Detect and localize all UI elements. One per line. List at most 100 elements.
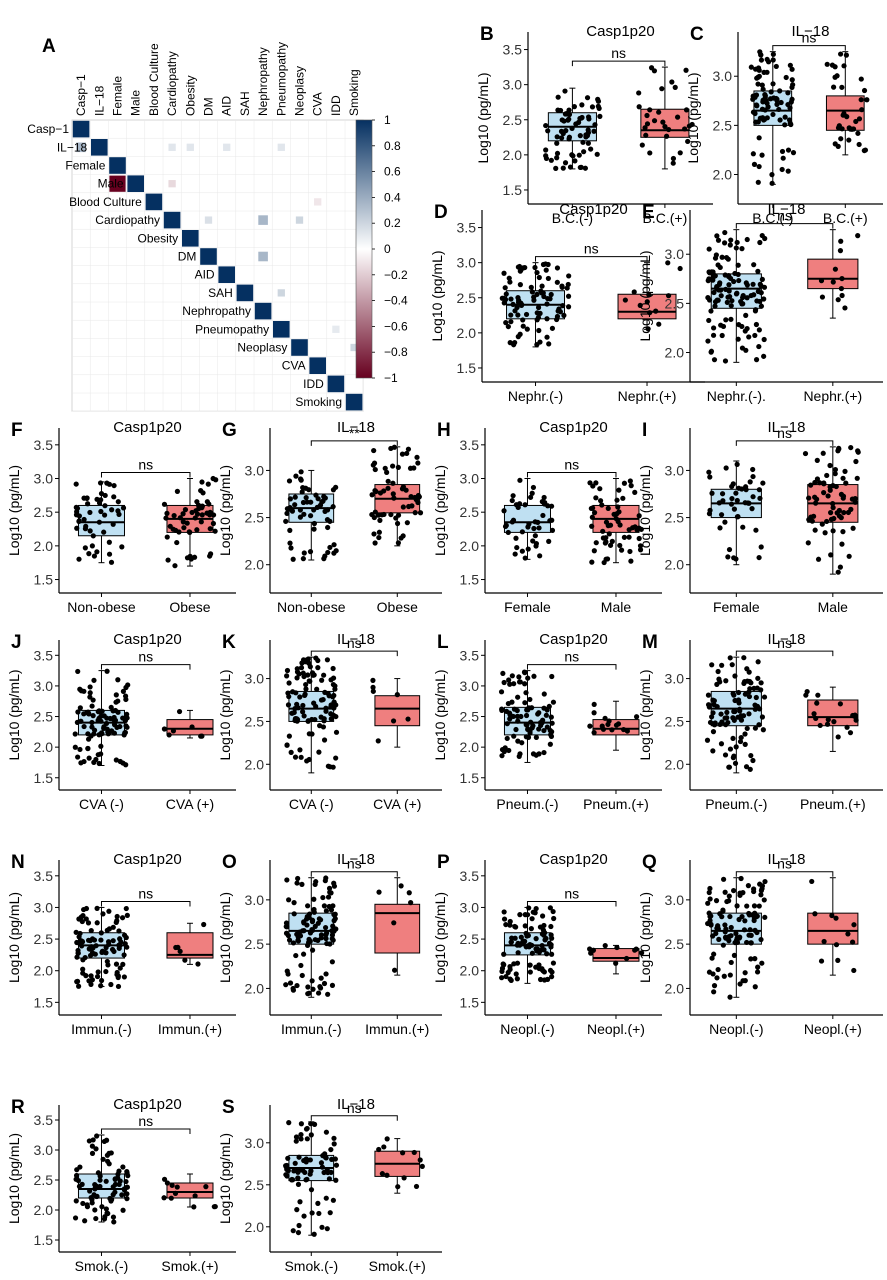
data-point [311,520,318,527]
x-tick-label: B.C.(-) [752,210,793,226]
data-point [394,692,400,698]
data-point [778,99,784,106]
data-point [294,1207,300,1213]
data-point [535,314,542,321]
row-label: Pneumopathy [195,322,269,336]
data-point [551,915,557,922]
heatmap-cell [145,193,163,211]
data-point [727,972,733,978]
data-point [672,84,678,90]
data-point [705,900,711,906]
panel-title: Casp1p20 [539,419,607,436]
data-point [507,681,513,687]
data-point [818,958,825,964]
data-point [834,73,840,79]
data-point [76,556,82,562]
data-point [722,272,728,278]
data-point [524,326,530,332]
significance-label: ns [584,241,599,257]
data-point [719,254,725,260]
data-point [616,487,622,493]
data-point [198,487,204,494]
data-point [75,709,81,715]
data-point [789,77,795,83]
data-point [812,479,818,486]
data-point [835,297,841,303]
data-point [109,507,115,513]
data-point [513,971,519,977]
y-tick-label: 2.0 [245,980,265,996]
x-tick-label: Male [601,599,632,615]
data-point [789,66,795,72]
data-point [595,96,601,102]
data-point [73,512,80,518]
data-point [746,334,752,340]
data-point [819,294,826,300]
data-point [289,1176,295,1183]
data-point [318,932,325,938]
data-point [504,721,510,727]
data-point [838,136,844,142]
data-point [738,875,744,882]
data-point [540,261,547,268]
data-point [299,928,306,934]
data-point [181,525,187,531]
data-point [301,550,307,556]
data-point [737,708,743,714]
data-point [196,505,202,512]
data-point [294,675,300,681]
data-point [669,79,675,85]
y-tick-label: 3.5 [457,220,477,236]
data-point [119,544,125,550]
data-point [742,691,748,697]
column-label: Casp−1 [74,74,88,116]
y-axis-label: Log10 (pg/mL) [685,72,701,163]
data-point [782,114,788,120]
y-tick-label: 3.0 [457,255,477,271]
data-point [116,928,122,934]
significance-label: ns [611,45,626,61]
data-point [732,673,738,679]
data-point [285,702,292,708]
data-point [503,708,510,714]
data-point [121,952,127,958]
data-point [837,51,844,57]
data-point [559,135,565,141]
data-point [303,681,309,688]
data-point [119,915,126,921]
data-point [305,903,311,909]
data-point [327,518,333,524]
panel-title: IL−18 [337,419,375,436]
data-point [549,325,556,331]
data-point [761,694,768,700]
significance-bracket [735,440,834,446]
panel-title: IL−18 [337,1096,375,1113]
heatmap-cell [258,215,268,225]
data-point [73,1198,79,1204]
data-point [721,973,727,979]
data-point [637,547,644,553]
data-point [304,1125,310,1132]
data-point [711,983,718,989]
y-tick-label: 3.0 [34,678,54,694]
data-point [110,938,116,944]
data-point [317,917,324,923]
data-point [761,116,768,122]
data-point [659,86,665,92]
panel-title: IL−18 [768,631,806,648]
row-label: Neoplasy [237,341,287,355]
data-point [602,715,608,721]
data-point [507,279,513,285]
data-point [846,125,852,131]
data-point [536,726,542,732]
column-label: Smoking [347,69,361,116]
data-point [511,733,517,739]
data-point [394,520,401,527]
data-point [115,698,121,704]
data-point [164,534,170,540]
data-point [716,936,722,942]
data-point [187,529,193,535]
data-point [725,719,731,726]
data-point [415,492,422,499]
data-point [82,954,88,961]
